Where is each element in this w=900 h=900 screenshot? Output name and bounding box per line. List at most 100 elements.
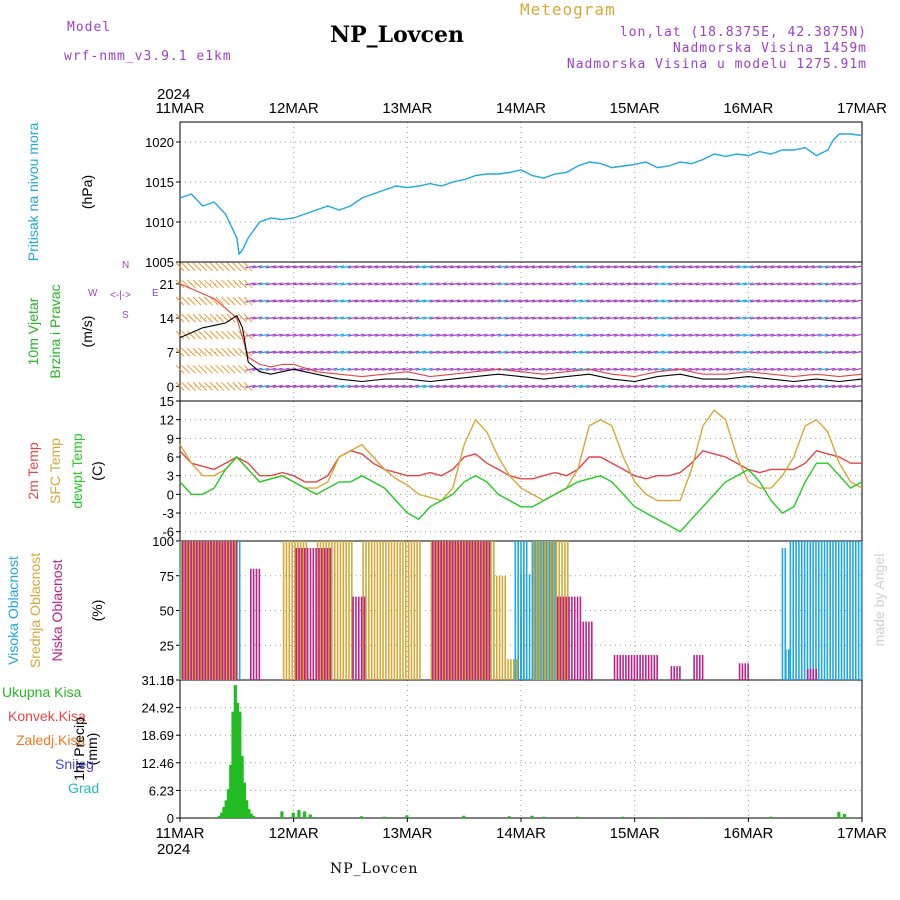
wind-barb: [572, 282, 583, 286]
wind-barb: [395, 265, 406, 269]
wind-barb: [709, 333, 720, 337]
wind-barb: [654, 299, 665, 303]
wind-barb: [804, 333, 815, 337]
wind-barb: [545, 299, 556, 303]
wind-barb: [790, 333, 802, 337]
wind-barb: [518, 265, 529, 269]
xlabel-top-0: 11MAR: [156, 100, 205, 117]
wind-barb: [606, 350, 618, 354]
wind-barb: [175, 313, 185, 323]
wind-barb: [654, 316, 665, 320]
wind-barb: [320, 316, 331, 320]
wind-barb: [306, 316, 317, 320]
wind-barb: [709, 350, 720, 354]
wind-barb: [599, 350, 611, 354]
wind-barb: [572, 384, 583, 388]
wind-barb: [245, 265, 256, 269]
wind-barb: [415, 265, 427, 269]
wind-barb: [232, 279, 242, 289]
wind-barb: [852, 316, 863, 320]
wind-barb: [531, 299, 543, 303]
wind-barb: [579, 384, 590, 388]
wind-barb: [831, 265, 843, 269]
wind-barb: [320, 299, 331, 303]
xlabel-top-6: 17MAR: [837, 100, 887, 117]
wind-barb: [750, 367, 761, 371]
wind-barb: [750, 316, 761, 320]
wind-barb: [320, 265, 331, 269]
wind-barb: [559, 350, 570, 354]
wind-barb: [463, 367, 474, 371]
wind-barb: [306, 350, 317, 354]
ytick-label-clouds-2: 50: [160, 604, 174, 619]
wind-barb: [586, 350, 597, 354]
wind-barb: [484, 384, 495, 388]
wind-barb: [456, 316, 468, 320]
wind-barb: [258, 333, 270, 337]
wind-barb: [443, 333, 454, 337]
compass-W: W: [88, 288, 98, 299]
pressure-line: [179, 133, 863, 256]
wind-barb: [634, 299, 645, 303]
wind-barb: [620, 299, 631, 303]
wind-barb: [743, 367, 754, 371]
wind-barb: [265, 384, 277, 388]
wind-barb: [504, 316, 515, 320]
wind-barb: [654, 333, 665, 337]
ytick-label-precip-2: 12.46: [141, 756, 174, 771]
wind-barb: [477, 384, 488, 388]
wind-barb: [811, 350, 822, 354]
wind-barb: [361, 333, 372, 337]
wind-barb: [347, 299, 358, 303]
wind-barb: [368, 333, 379, 337]
wind-barb: [490, 282, 502, 286]
wind-barb: [763, 350, 774, 354]
wind-barb: [436, 282, 447, 286]
wind-barb: [361, 350, 372, 354]
precip-bar: [842, 814, 847, 818]
wind-barb: [252, 350, 263, 354]
wind-barb: [511, 367, 522, 371]
wind-barb: [429, 316, 440, 320]
wind-barb: [436, 316, 447, 320]
wind-barb: [777, 350, 788, 354]
wind-barb: [456, 333, 468, 337]
wind-barb: [204, 330, 213, 340]
wind-barb: [722, 282, 733, 286]
wind-barb: [470, 367, 481, 371]
wind-barb: [477, 299, 488, 303]
wind-barb: [354, 299, 365, 303]
wind-barb: [215, 313, 225, 323]
precip-bar: [308, 814, 312, 818]
wind-barb: [409, 333, 420, 337]
wind-barb: [238, 364, 247, 374]
wind-barb: [374, 282, 386, 286]
wind-barb: [504, 265, 515, 269]
wind-barb: [361, 265, 372, 269]
wind-barb: [215, 347, 225, 357]
wind-barb: [668, 350, 679, 354]
wind-barb: [586, 333, 597, 337]
wind-barb: [811, 384, 822, 388]
ytick-label-pressure-0: 1005: [145, 255, 174, 270]
wind-barb: [504, 333, 515, 337]
wind-barb: [545, 350, 556, 354]
wind-barb: [756, 265, 768, 269]
wind-barb: [361, 299, 372, 303]
wind-barb: [709, 265, 720, 269]
wind-barb: [784, 384, 795, 388]
wind-barb: [381, 282, 392, 286]
wind-barb: [818, 316, 829, 320]
xlabel-bottom-3: 14MAR: [496, 825, 546, 842]
wind-barb: [368, 367, 379, 371]
wind-barb: [209, 296, 219, 306]
wind-barb: [327, 282, 338, 286]
wind-barb: [709, 367, 720, 371]
wind-barb: [409, 265, 420, 269]
wind-barb: [852, 265, 863, 269]
wind-barb: [736, 384, 747, 388]
wind-barb: [538, 299, 549, 303]
wind-barb: [825, 333, 836, 337]
wind-barb: [381, 265, 392, 269]
wind-barb: [845, 316, 856, 320]
